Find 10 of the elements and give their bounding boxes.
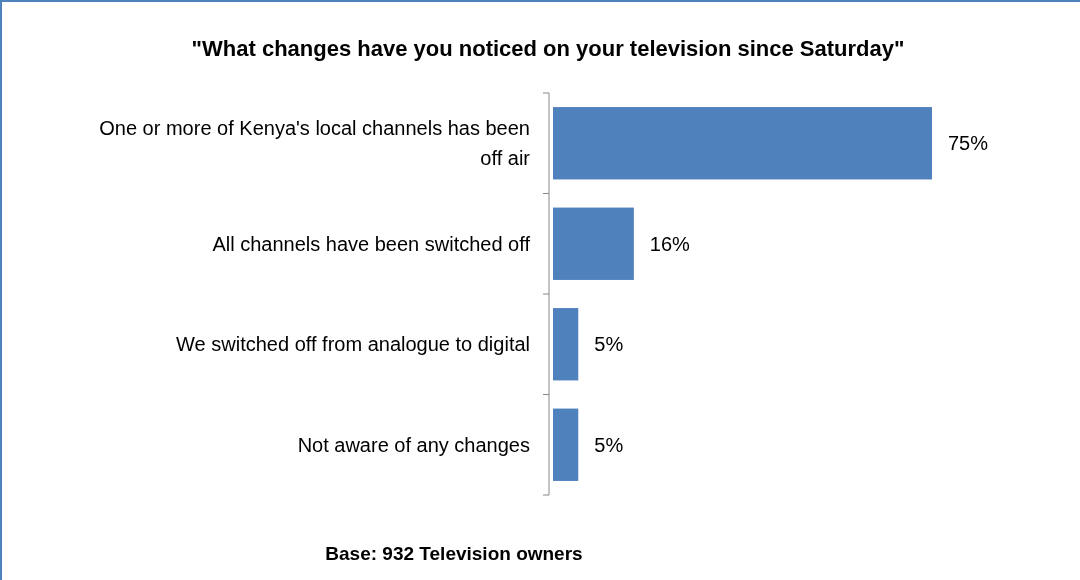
data-label: 16%: [649, 232, 691, 255]
data-label: 5%: [594, 333, 624, 356]
y-tick-label: One or more of Kenya's local channels has been off air: [99, 117, 531, 170]
y-tick-label: All channels have been switched off: [212, 232, 531, 255]
text: Base: 932 Television owners: [325, 543, 583, 564]
data-label: 75%: [948, 132, 989, 155]
y-tick-label: We switched off from analogue to digital: [176, 333, 530, 356]
chart-title: "What changes have you noticed on your television since Saturday": [191, 36, 905, 61]
data-label: 5%: [594, 433, 624, 456]
y-tick-label: Not aware of any changes: [297, 433, 530, 456]
